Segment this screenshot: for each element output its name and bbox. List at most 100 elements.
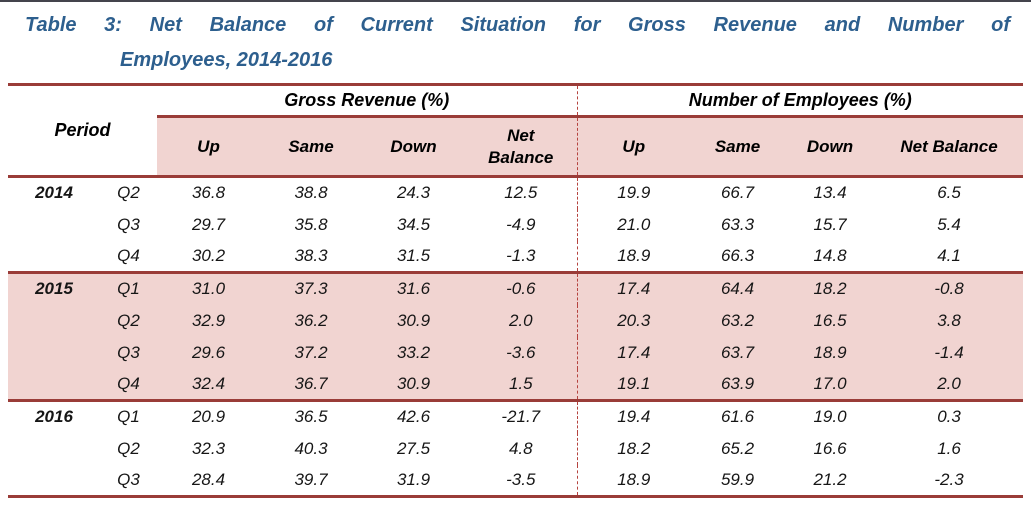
emp-down-cell: 18.2 [785, 271, 876, 305]
emp-up-cell: 21.0 [576, 208, 691, 241]
emp-same-cell: 65.2 [690, 432, 786, 465]
year-cell [8, 304, 100, 337]
emp-net-balance-cell: 4.1 [875, 240, 1024, 273]
gr-up-cell: 32.4 [157, 368, 261, 401]
quarter-cell: Q3 [100, 336, 158, 369]
gr-up-cell: 28.4 [157, 464, 261, 498]
emp-up-cell: 18.2 [576, 432, 691, 465]
emp-down-cell: 21.2 [785, 464, 876, 498]
gr-same-cell: 37.2 [260, 336, 363, 369]
gr-up-cell: 32.9 [157, 304, 261, 337]
gr-down-cell: 24.3 [362, 175, 466, 209]
year-cell: 2014 [8, 175, 100, 209]
emp-down-cell: 16.6 [785, 432, 876, 465]
gr-down-cell: 30.9 [362, 368, 466, 401]
table-row: Q3 29.6 37.2 33.2 -3.6 17.4 63.7 18.9 -1.4 [8, 336, 1024, 369]
gr-down-cell: 31.5 [362, 240, 466, 273]
emp-same-cell: 66.3 [690, 240, 786, 273]
emp-same-cell: 59.9 [690, 464, 786, 498]
gr-net-balance-cell: 4.8 [465, 432, 578, 465]
emp-up-cell: 18.9 [576, 464, 691, 498]
table-body: 2014 Q2 36.8 38.8 24.3 12.5 19.9 66.7 13.4 6.5 Q3 2… [8, 175, 1024, 498]
gr-down-header: Down [362, 115, 466, 178]
gr-same-cell: 39.7 [260, 464, 363, 498]
gr-down-cell: 42.6 [362, 399, 466, 433]
gr-down-cell: 27.5 [362, 432, 466, 465]
gr-up-cell: 32.3 [157, 432, 261, 465]
section-header-row: Period Gross Revenue (%) Number of Emplo… [8, 83, 1024, 178]
emp-net-balance-cell: -2.3 [875, 464, 1024, 498]
gr-down-cell: 30.9 [362, 304, 466, 337]
gr-net-balance-cell: -4.9 [465, 208, 578, 241]
gr-up-cell: 29.6 [157, 336, 261, 369]
quarter-cell: Q1 [100, 271, 158, 305]
table-row: Q2 32.3 40.3 27.5 4.8 18.2 65.2 16.6 1.6 [8, 432, 1024, 465]
quarter-cell: Q3 [100, 208, 158, 241]
emp-up-cell: 20.3 [576, 304, 691, 337]
gr-same-cell: 37.3 [260, 271, 363, 305]
gr-net-balance-cell: 2.0 [465, 304, 578, 337]
emp-net-balance-cell: 5.4 [875, 208, 1024, 241]
year-cell [8, 464, 100, 498]
gr-net-balance-cell: 1.5 [465, 368, 578, 401]
emp-same-cell: 63.7 [690, 336, 786, 369]
table-title: Table 3: Net Balance of Current Situatio… [25, 8, 1010, 78]
subheader-row: Up Same Down Net Balance Up Same Down Ne… [8, 115, 1024, 178]
gr-same-cell: 38.8 [260, 175, 363, 209]
gr-up-cell: 31.0 [157, 271, 261, 305]
gr-net-balance-cell: -3.5 [465, 464, 578, 498]
year-cell [8, 336, 100, 369]
quarter-cell: Q3 [100, 464, 158, 498]
emp-down-cell: 14.8 [785, 240, 876, 273]
emp-same-cell: 63.9 [690, 368, 786, 401]
emp-same-header: Same [690, 115, 786, 178]
year-cell [8, 432, 100, 465]
emp-net-balance-header: Net Balance [875, 115, 1024, 178]
emp-net-balance-cell: 3.8 [875, 304, 1024, 337]
gr-net-balance-cell: -21.7 [465, 399, 578, 433]
emp-down-cell: 18.9 [785, 336, 876, 369]
gr-up-header: Up [157, 115, 261, 178]
gr-up-cell: 30.2 [157, 240, 261, 273]
gross-revenue-section-header: Gross Revenue (%) [157, 83, 578, 117]
gr-down-cell: 31.6 [362, 271, 466, 305]
emp-net-balance-cell: 1.6 [875, 432, 1024, 465]
table-row: Q3 29.7 35.8 34.5 -4.9 21.0 63.3 15.7 5.4 [8, 208, 1024, 241]
table-row: Q2 32.9 36.2 30.9 2.0 20.3 63.2 16.5 3.8 [8, 304, 1024, 337]
quarter-cell: Q1 [100, 399, 158, 433]
gr-same-cell: 35.8 [260, 208, 363, 241]
emp-down-cell: 15.7 [785, 208, 876, 241]
emp-down-cell: 17.0 [785, 368, 876, 401]
gr-net-balance-header-label: Net Balance [488, 126, 554, 167]
quarter-cell: Q2 [100, 432, 158, 465]
emp-up-cell: 19.1 [576, 368, 691, 401]
emp-net-balance-cell: -1.4 [875, 336, 1024, 369]
gr-same-cell: 36.5 [260, 399, 363, 433]
emp-same-cell: 63.3 [690, 208, 786, 241]
gr-same-header: Same [260, 115, 363, 178]
emp-up-header: Up [576, 115, 691, 178]
emp-same-cell: 61.6 [690, 399, 786, 433]
year-cell [8, 368, 100, 401]
emp-same-cell: 64.4 [690, 271, 786, 305]
emp-up-cell: 18.9 [576, 240, 691, 273]
table-row: 2014 Q2 36.8 38.8 24.3 12.5 19.9 66.7 13.4 6.5 [8, 175, 1024, 209]
emp-up-cell: 17.4 [576, 336, 691, 369]
year-cell [8, 208, 100, 241]
employees-section-header: Number of Employees (%) [576, 83, 1024, 117]
gr-net-balance-cell: -0.6 [465, 271, 578, 305]
period-header: Period [8, 83, 158, 178]
table-title-line1: Table 3: Net Balance of Current Situatio… [25, 14, 1010, 36]
gr-down-cell: 31.9 [362, 464, 466, 498]
gr-same-cell: 40.3 [260, 432, 363, 465]
quarter-cell: Q4 [100, 368, 158, 401]
table-row: 2016 Q1 20.9 36.5 42.6 -21.7 19.4 61.6 19.0 0.3 [8, 399, 1024, 433]
emp-same-cell: 66.7 [690, 175, 786, 209]
gr-down-cell: 34.5 [362, 208, 466, 241]
year-cell: 2016 [8, 399, 100, 433]
year-cell [8, 240, 100, 273]
year-cell: 2015 [8, 271, 100, 305]
table-row: Q4 30.2 38.3 31.5 -1.3 18.9 66.3 14.8 4.1 [8, 240, 1024, 273]
gr-same-cell: 38.3 [260, 240, 363, 273]
gr-up-cell: 36.8 [157, 175, 261, 209]
